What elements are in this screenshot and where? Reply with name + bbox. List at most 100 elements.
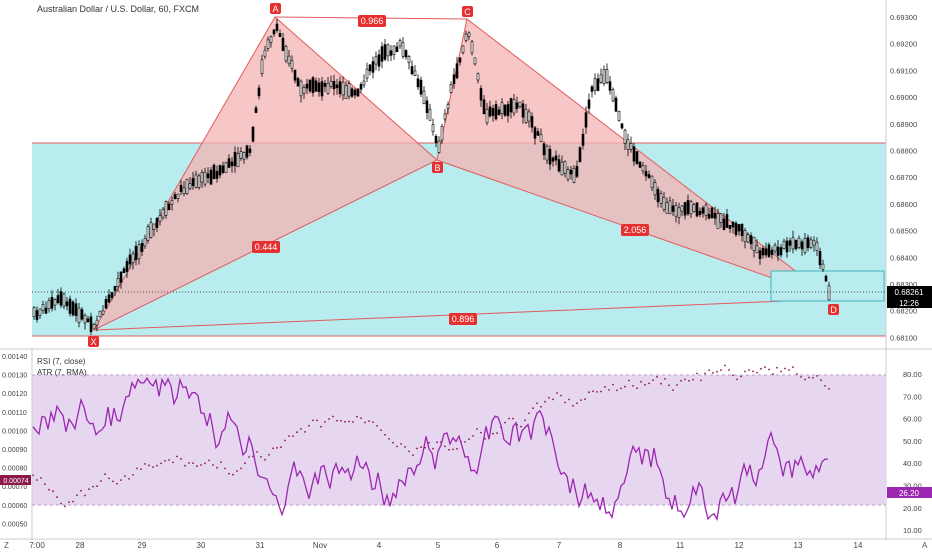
atr-dot — [208, 459, 210, 462]
rsi-tick: 50.00 — [903, 437, 922, 446]
candle-body — [824, 275, 828, 282]
atr-dot — [80, 489, 82, 492]
atr-dot — [284, 439, 286, 442]
atr-dot — [368, 420, 370, 422]
candle-body — [344, 85, 348, 99]
candle-body — [185, 178, 189, 194]
candle-body — [488, 106, 492, 117]
atr-dot — [640, 380, 642, 383]
atr-dot — [472, 435, 474, 437]
candle-body — [815, 241, 819, 251]
atr-dot — [396, 445, 398, 448]
atr-dot — [420, 446, 422, 448]
atr-legend: ATR (7, RMA) — [37, 368, 87, 377]
atr-dot — [400, 443, 402, 445]
atr-dot — [772, 373, 774, 376]
candle-body — [692, 204, 696, 212]
candle-body — [602, 69, 606, 84]
atr-dot — [416, 447, 418, 450]
candle-body — [614, 97, 618, 112]
candle-body — [317, 82, 321, 93]
candle-body — [512, 99, 516, 114]
candle-body — [248, 148, 252, 153]
candle-body — [140, 242, 144, 252]
candle-body — [71, 301, 75, 316]
candle-body — [560, 161, 564, 176]
atr-dot — [340, 419, 342, 422]
candle-body — [698, 210, 702, 215]
atr-dot — [380, 429, 382, 432]
atr-tick: 0.00110 — [2, 410, 27, 417]
candle-body — [329, 80, 333, 87]
atr-dot — [808, 376, 810, 379]
candle-body — [419, 79, 423, 95]
candle-body — [395, 46, 399, 53]
candle-body — [290, 60, 294, 69]
atr-dot — [560, 394, 562, 397]
candle-body — [236, 153, 240, 168]
atr-dot — [604, 386, 606, 388]
candle-body — [482, 99, 486, 115]
atr-dot — [44, 483, 46, 486]
time-tick: 31 — [256, 541, 265, 550]
atr-dot — [128, 478, 130, 480]
atr-dot — [260, 456, 262, 458]
atr-dot — [556, 392, 558, 394]
candle-body — [719, 213, 723, 223]
rsi-tick: 60.00 — [903, 415, 922, 424]
price-tick: 0.68600 — [890, 200, 917, 209]
candle-body — [350, 88, 354, 97]
price-tick: 0.68300 — [890, 280, 917, 289]
atr-dot — [724, 364, 726, 367]
atr-dot — [780, 370, 782, 373]
time-tick: 14 — [854, 541, 863, 550]
candle-body — [206, 173, 210, 179]
atr-dot — [280, 446, 282, 449]
candle-body — [128, 254, 132, 265]
candle-body — [581, 133, 585, 146]
atr-dot — [512, 417, 514, 420]
zoom-icon[interactable]: Z — [4, 541, 9, 550]
atr-dot — [632, 385, 634, 387]
candle-body — [356, 88, 360, 97]
time-tick: 7 — [557, 541, 562, 550]
atr-dot — [752, 370, 754, 373]
target-box[interactable] — [770, 270, 885, 302]
candle-body — [266, 39, 270, 49]
candle-body — [770, 249, 774, 255]
candle-body — [455, 63, 459, 79]
candle-body — [74, 303, 78, 316]
candle-body — [164, 201, 168, 216]
candle-body — [434, 135, 438, 144]
atr-dot — [728, 369, 730, 371]
candle-body — [530, 116, 534, 128]
candle-body — [323, 83, 327, 87]
candle-body — [365, 68, 369, 79]
atr-dot — [96, 485, 98, 488]
candle-body — [659, 193, 663, 204]
candle-body — [47, 300, 51, 310]
candle-body — [35, 310, 39, 320]
atr-dot — [536, 402, 538, 405]
atr-dot — [84, 494, 86, 497]
time-axis[interactable]: 7:00 28 29 30 31 Nov 4 5 6 7 8 11 12 13 14 — [29, 541, 863, 550]
atr-dot — [764, 366, 766, 368]
price-axis-ticks: 0.69300 0.69200 0.69100 0.69000 0.68900 0.688… — [890, 13, 917, 342]
atr-dot — [544, 400, 546, 403]
candle-body — [722, 218, 726, 231]
atr-dot — [320, 425, 322, 428]
atr-dot — [144, 463, 146, 465]
candle-body — [782, 240, 786, 249]
candle-body — [587, 99, 591, 109]
time-tick: 30 — [197, 541, 206, 550]
pattern-label-c: C — [462, 6, 473, 17]
atr-dot — [712, 372, 714, 374]
candle-body — [785, 240, 789, 253]
candle-body — [812, 240, 816, 246]
auto-scale-icon[interactable]: A — [922, 541, 928, 550]
atr-dot — [32, 474, 34, 476]
atr-dot — [196, 465, 198, 468]
atr-dot — [48, 488, 50, 491]
